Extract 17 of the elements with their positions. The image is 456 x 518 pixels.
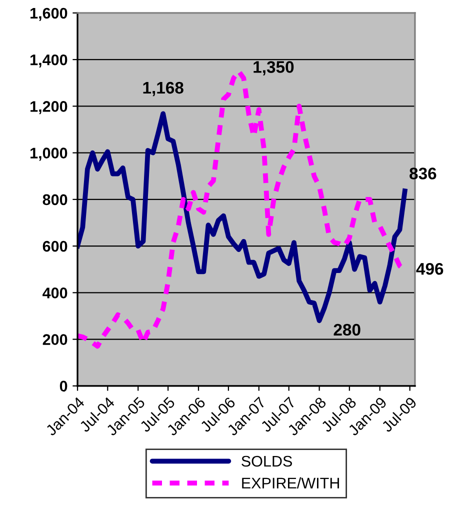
legend-label: EXPIRE/WITH [242, 477, 339, 489]
y-tick-label: 600 [42, 240, 68, 252]
y-tick-label: 1,000 [30, 148, 68, 161]
annotation: 496 [416, 262, 444, 275]
y-tick-label: 200 [42, 334, 68, 345]
y-tick-label: 1,200 [30, 101, 68, 114]
y-tick-label: 800 [42, 194, 68, 206]
annotation: 280 [334, 324, 360, 336]
y-tick-label: 400 [42, 288, 68, 298]
y-tick-label: 0 [60, 380, 68, 392]
annotation: 836 [410, 168, 436, 180]
y-tick-label: 1,600 [30, 8, 68, 21]
y-tick-label: 1,400 [30, 54, 68, 68]
annotation: 1,350 [254, 61, 294, 76]
legend-label: SOLDS [242, 456, 292, 467]
annotation: 1,168 [143, 82, 184, 96]
line-series [78, 111, 408, 324]
